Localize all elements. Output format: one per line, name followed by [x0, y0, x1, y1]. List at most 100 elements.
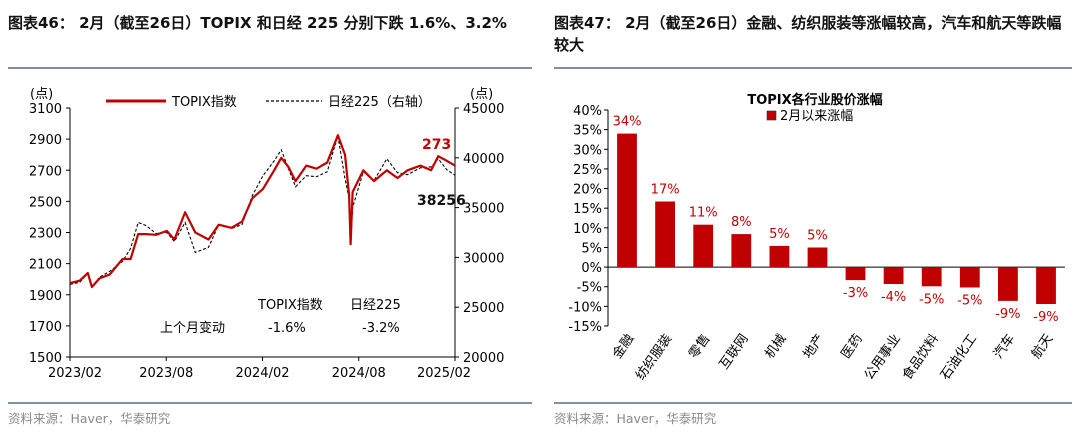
line-chart: 1500 1700 1900 2100 2300 2500 2700 2900 3100 2000… — [29, 87, 504, 381]
line-chart-series — [69, 134, 456, 289]
bar-data-label: -4% — [881, 290, 906, 305]
bar-y-tick-label: 35% — [573, 124, 602, 139]
bar-chart: TOPIX各行业股价涨幅 2月以来涨幅 -15% -10% -5% 0% 5% 10% 15… — [568, 92, 1065, 383]
legend-nikkei-label: 日经225（右轴） — [328, 95, 431, 110]
x-tick-label: 2024/08 — [332, 366, 386, 381]
bar-y-tick-label: 20% — [573, 183, 602, 198]
bar-y-tick-label: 5% — [581, 241, 602, 256]
left-tick-label: 2500 — [29, 195, 62, 210]
nikkei-end-label: 38256 — [417, 193, 466, 209]
bar-y-tick-label: 25% — [573, 163, 602, 178]
change-table-value-nikkei: -3.2% — [362, 321, 400, 336]
bar-category-label: 地产 — [801, 332, 828, 362]
bar — [959, 267, 980, 288]
bar-category-label: 航天 — [1028, 331, 1056, 361]
bar-y-tick-label: 30% — [573, 143, 602, 158]
left-tick-label: 1900 — [29, 289, 62, 304]
bar-legend-swatch — [766, 110, 777, 121]
bar-category-label: 食品饮料 — [899, 331, 942, 383]
bar-data-label: -9% — [1033, 310, 1058, 325]
left-tick-label: 2100 — [29, 258, 62, 273]
figure-46-bottom-rule — [8, 402, 532, 404]
bar-chart-axes: -15% -10% -5% 0% 5% 10% 15% 20% 25% 30% 35% 40% — [568, 104, 1065, 335]
bar-category-label: 纺织服装 — [633, 332, 675, 383]
right-tick-label: 45000 — [463, 102, 504, 117]
bar-data-label: 5% — [769, 227, 790, 242]
right-axis-unit: (点) — [470, 87, 493, 102]
bar-y-tick-label: -5% — [577, 281, 602, 296]
change-table-value-topix: -1.6% — [268, 321, 306, 336]
bar-data-label: -9% — [995, 307, 1020, 322]
bar — [617, 133, 637, 268]
figure-47-source: 资料来源：Haver，华泰研究 — [554, 411, 717, 426]
bar-category-label: 互联网 — [717, 332, 752, 373]
figure-47-top-rule — [554, 67, 1072, 69]
bar — [693, 224, 714, 268]
bar-category-label: 医药 — [839, 332, 866, 362]
bar-data-label: 11% — [689, 206, 718, 221]
bar — [655, 201, 675, 268]
bar — [845, 267, 866, 281]
figure-46-title: 图表46： 2月（截至26日）TOPIX 和日经 225 分别下跌 1.6%、3… — [8, 14, 507, 32]
bar-data-label: 34% — [613, 115, 642, 130]
line-chart-legend: TOPIX指数 日经225（右轴） — [106, 95, 431, 110]
nikkei-series-line — [69, 135, 456, 289]
x-tick-label: 2023/02 — [48, 366, 102, 381]
change-table-row-label: 上个月变动 — [160, 320, 225, 336]
left-tick-label: 2900 — [29, 133, 62, 148]
bar-category-label: 金融 — [609, 331, 637, 361]
left-tick-label: 1700 — [29, 320, 62, 335]
left-axis-unit: (点) — [30, 87, 53, 102]
right-tick-label: 30000 — [463, 251, 504, 266]
bar-chart-title: TOPIX各行业股价涨幅 — [747, 92, 882, 108]
left-tick-label: 2300 — [29, 227, 62, 242]
x-tick-label: 2023/08 — [139, 366, 193, 381]
x-tick-label: 2025/02 — [417, 366, 471, 381]
bar-y-tick-label: 10% — [573, 222, 602, 237]
bar-chart-legend: 2月以来涨幅 — [766, 109, 853, 124]
bar-chart-bars: 34% 金融 17% 纺织服装 11% 零售 8% 互联网 5% 机械 5% 地产 -3% 医药 -4% 公用… — [609, 115, 1058, 383]
figure-46-top-rule — [8, 67, 532, 69]
bar — [921, 267, 942, 287]
bar — [1036, 267, 1056, 304]
bar-category-label: 机械 — [762, 332, 789, 362]
figure-47-title: 图表47： 2月（截至26日）金融、纺织服装等涨幅较高，汽车和航天等跌幅较大 — [554, 14, 1062, 54]
bar-category-label: 汽车 — [990, 331, 1018, 361]
bar-y-tick-label: 40% — [573, 104, 602, 119]
bar-category-label: 零售 — [685, 331, 713, 361]
bar — [731, 234, 752, 268]
left-tick-label: 2700 — [29, 164, 62, 179]
right-tick-label: 40000 — [463, 152, 504, 167]
figure-47: 图表47： 2月（截至26日）金融、纺织服装等涨幅较高，汽车和航天等跌幅较大 T… — [550, 0, 1080, 435]
bar-data-label: -5% — [919, 292, 944, 307]
right-tick-label: 25000 — [463, 301, 504, 316]
x-tick-label: 2024/02 — [235, 366, 289, 381]
change-table-header-topix: TOPIX指数 — [257, 298, 323, 313]
bar-y-tick-label: -15% — [568, 320, 602, 335]
bar-data-label: 5% — [807, 228, 828, 243]
figure-46-source: 资料来源：Haver，华泰研究 — [8, 411, 171, 426]
bar-data-label: 17% — [651, 183, 680, 198]
right-tick-label: 35000 — [463, 202, 504, 217]
change-table-header-nikkei: 日经225 — [350, 298, 401, 313]
bar — [769, 245, 790, 268]
change-table: TOPIX指数 日经225 上个月变动 -1.6% -3.2% — [160, 298, 401, 336]
left-tick-label: 3100 — [29, 102, 62, 117]
bar-legend-label: 2月以来涨幅 — [780, 109, 853, 124]
bar-data-label: 8% — [731, 215, 752, 230]
bar-y-tick-label: 15% — [573, 202, 602, 217]
bar — [807, 247, 828, 268]
bar-y-tick-label: 0% — [581, 261, 602, 276]
left-tick-label: 1500 — [29, 351, 62, 366]
figure-47-bottom-rule — [554, 402, 1072, 404]
bar — [998, 267, 1018, 301]
bar-category-label: 石油化工 — [938, 332, 980, 383]
topix-series-line — [69, 134, 456, 289]
topix-end-label: 273 — [422, 137, 451, 153]
right-tick-label: 20000 — [463, 351, 504, 366]
bar-data-label: -3% — [843, 286, 868, 301]
bar-data-label: -5% — [957, 294, 982, 309]
bar-y-tick-label: -10% — [568, 300, 602, 315]
figure-46: 图表46： 2月（截至26日）TOPIX 和日经 225 分别下跌 1.6%、3… — [8, 14, 532, 426]
line-chart-axes: 1500 1700 1900 2100 2300 2500 2700 2900 3100 2000… — [29, 102, 504, 381]
